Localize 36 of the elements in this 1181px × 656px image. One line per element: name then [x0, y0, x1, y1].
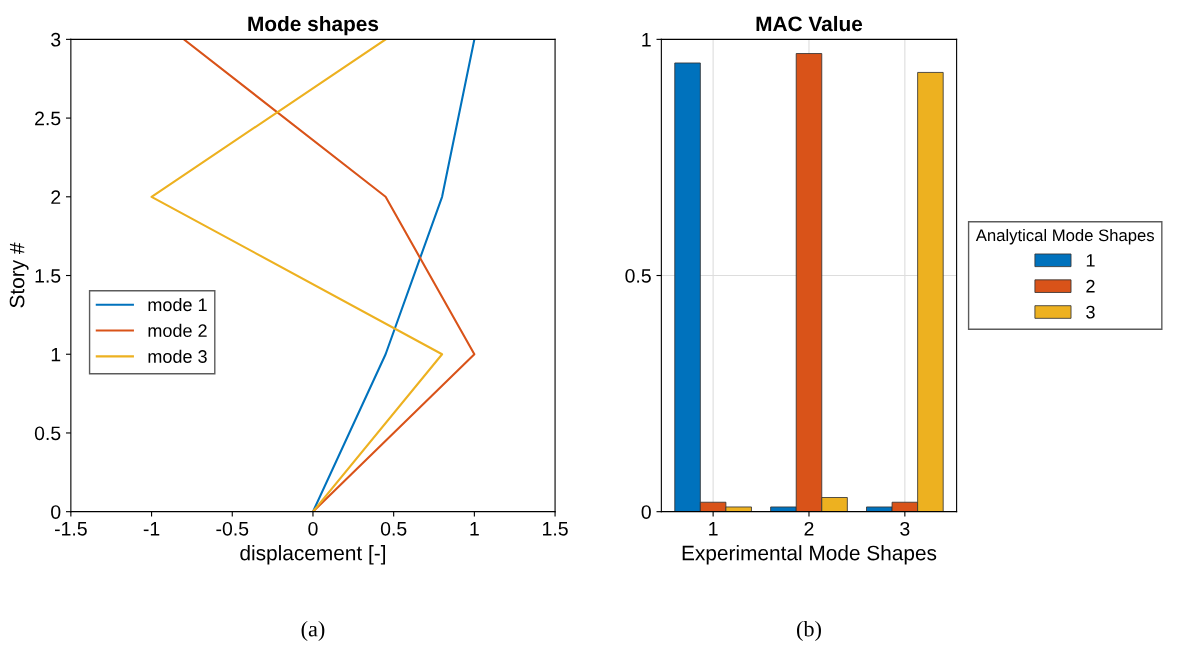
- chart-title: Mode shapes: [248, 15, 379, 36]
- y-tick-label: 2.5: [35, 111, 61, 126]
- legend-label: mode 3: [148, 349, 207, 363]
- x-tick-label: -1.5: [54, 522, 87, 536]
- x-tick-label: 2: [804, 521, 814, 536]
- x-axis-title: Experimental Mode Shapes: [682, 545, 937, 565]
- line-series: [150, 39, 444, 512]
- x-tick-label: 1: [470, 522, 479, 536]
- x-tick-label: 0: [308, 521, 318, 536]
- y-tick-label: 1: [642, 33, 651, 47]
- x-tick-label: 0.5: [380, 521, 407, 536]
- x-axis-title: displacement [-]: [240, 545, 386, 565]
- legend-title: Analytical Mode Shapes: [975, 228, 1155, 245]
- legend-label: mode 2: [148, 323, 207, 338]
- legend-label: 1: [1086, 254, 1095, 267]
- y-tick-label: 0: [641, 505, 651, 519]
- y-tick-label: 0.5: [625, 268, 651, 283]
- y-tick-label: 3: [51, 32, 61, 47]
- x-tick-label: -1: [143, 522, 160, 536]
- x-tick-label: 1.5: [543, 522, 568, 536]
- y-tick-label: 2: [51, 190, 61, 204]
- y-tick-label: 0: [51, 505, 61, 519]
- x-tick-label: 1: [709, 522, 718, 536]
- y-tick-label: 1.5: [35, 269, 61, 283]
- y-axis-title: Story #: [9, 242, 29, 308]
- legend-label: 3: [1086, 305, 1095, 319]
- legend-label: mode 1: [148, 297, 207, 312]
- chart-title: MAC Value: [756, 15, 863, 32]
- legend-label: 2: [1086, 279, 1095, 293]
- text: (a): [301, 620, 325, 642]
- y-tick-label: 1: [51, 347, 61, 362]
- text: (b): [797, 620, 821, 642]
- x-tick-label: -0.5: [216, 521, 249, 536]
- y-tick-label: 0.5: [34, 426, 61, 441]
- x-tick-label: 3: [900, 521, 910, 536]
- line-series: [311, 39, 476, 512]
